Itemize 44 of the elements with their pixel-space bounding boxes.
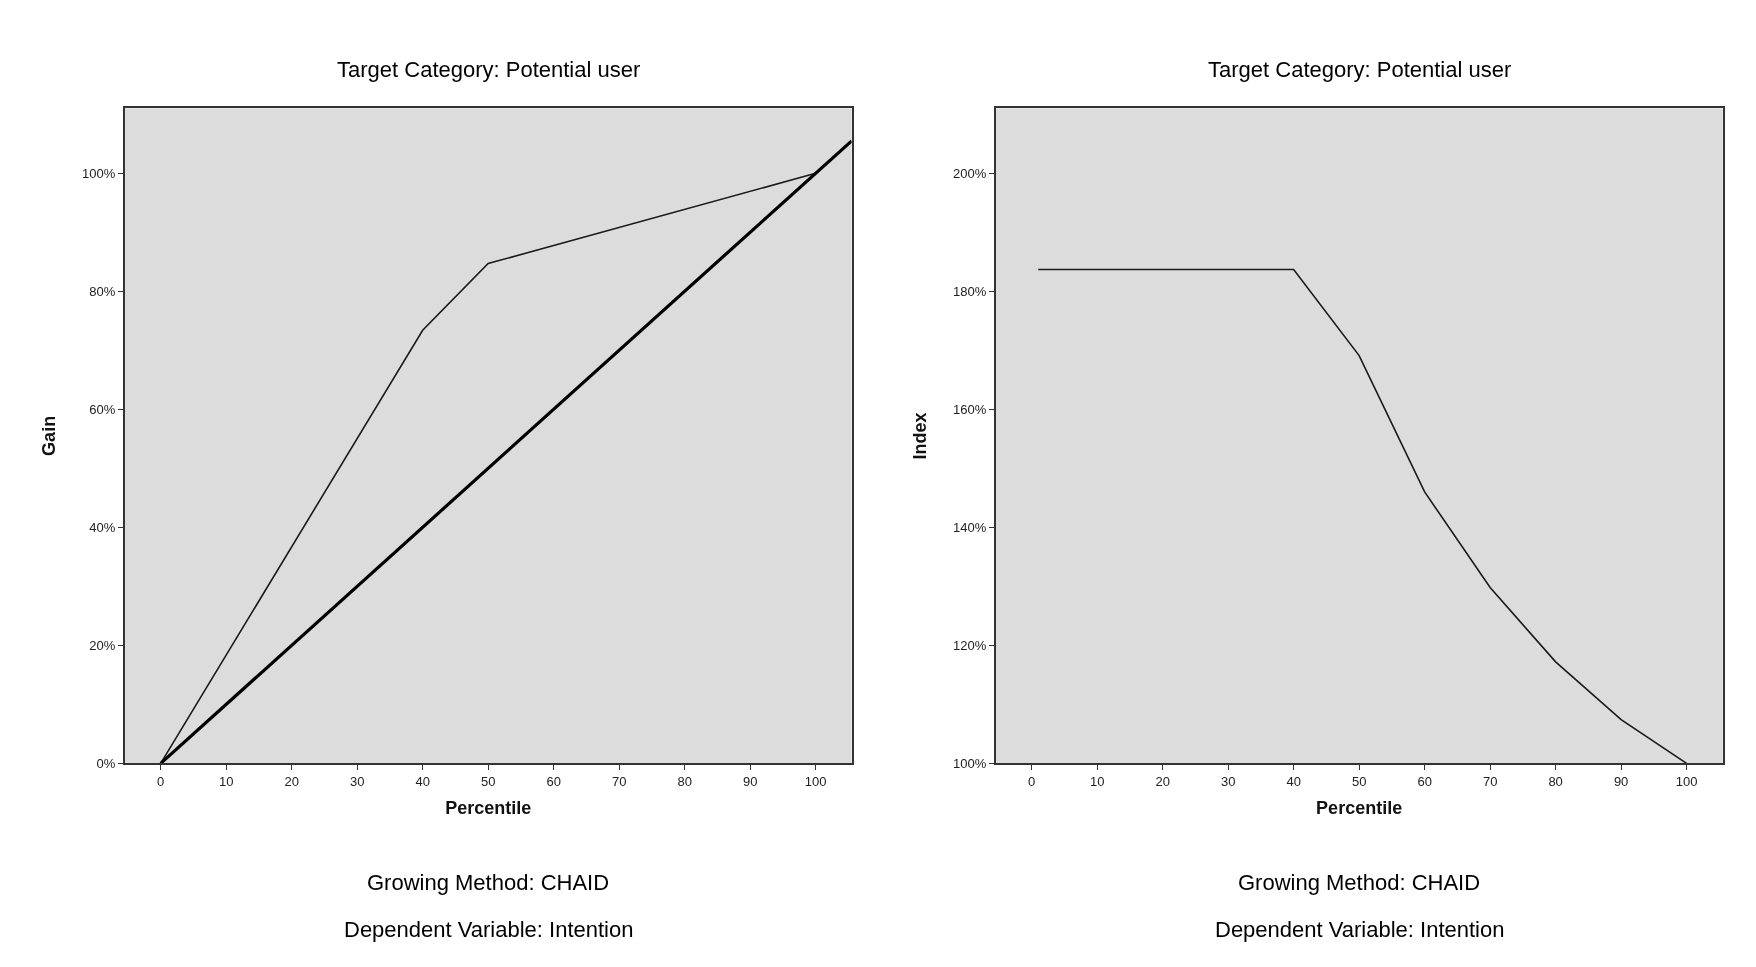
y-tick-label: 200% [953,165,987,181]
y-tick-label: 180% [953,283,987,299]
chart-title: Target Category: Potential user [1208,57,1512,82]
x-tick-label: 90 [742,773,758,789]
chart-title: Target Category: Potential user [337,57,641,82]
x-tick-label: 40 [415,773,430,789]
text: Growing Method: CHAID [1238,870,1481,895]
x-tick-label: 70 [1482,773,1498,789]
x-tick-label: 70 [611,773,627,789]
y-tick-label: 80% [89,283,116,299]
x-tick-label: 90 [1613,773,1629,789]
x-tick-label: 20 [284,773,299,789]
x-tick-label: 0 [1028,773,1036,789]
x-tick-label: 30 [1220,773,1236,789]
x-tick-label: 80 [677,773,692,789]
y-tick-label: 100% [953,755,987,771]
y-tick-label: 120% [953,637,987,653]
y-tick-label: 140% [953,519,987,535]
text: Dependent Variable: Intention [1215,917,1505,942]
y-axis-title: Gain [38,415,59,456]
x-tick-label: 60 [1417,773,1432,789]
x-tick-label: 60 [546,773,561,789]
x-axis-title: Percentile [1316,798,1403,819]
y-tick-label: 60% [89,401,116,417]
x-tick-label: 20 [1155,773,1170,789]
x-tick-label: 80 [1548,773,1563,789]
x-axis-title: Percentile [445,798,532,819]
x-tick-label: 50 [480,773,496,789]
text: Growing Method: CHAID [367,870,610,895]
y-tick-label: 40% [89,519,116,535]
y-tick-label: 100% [82,165,116,181]
x-tick-label: 40 [1286,773,1301,789]
y-tick-label: 0% [96,755,116,771]
x-tick-label: 100 [1675,773,1698,789]
x-tick-label: 0 [157,773,165,789]
x-tick-label: 10 [218,773,234,789]
y-tick-label: 160% [953,401,987,417]
y-axis-title: Index [909,412,930,460]
x-tick-label: 30 [349,773,365,789]
x-tick-label: 50 [1351,773,1367,789]
y-tick-label: 20% [89,637,116,653]
text: Dependent Variable: Intention [344,917,634,942]
x-tick-label: 100 [804,773,827,789]
x-tick-label: 10 [1089,773,1105,789]
